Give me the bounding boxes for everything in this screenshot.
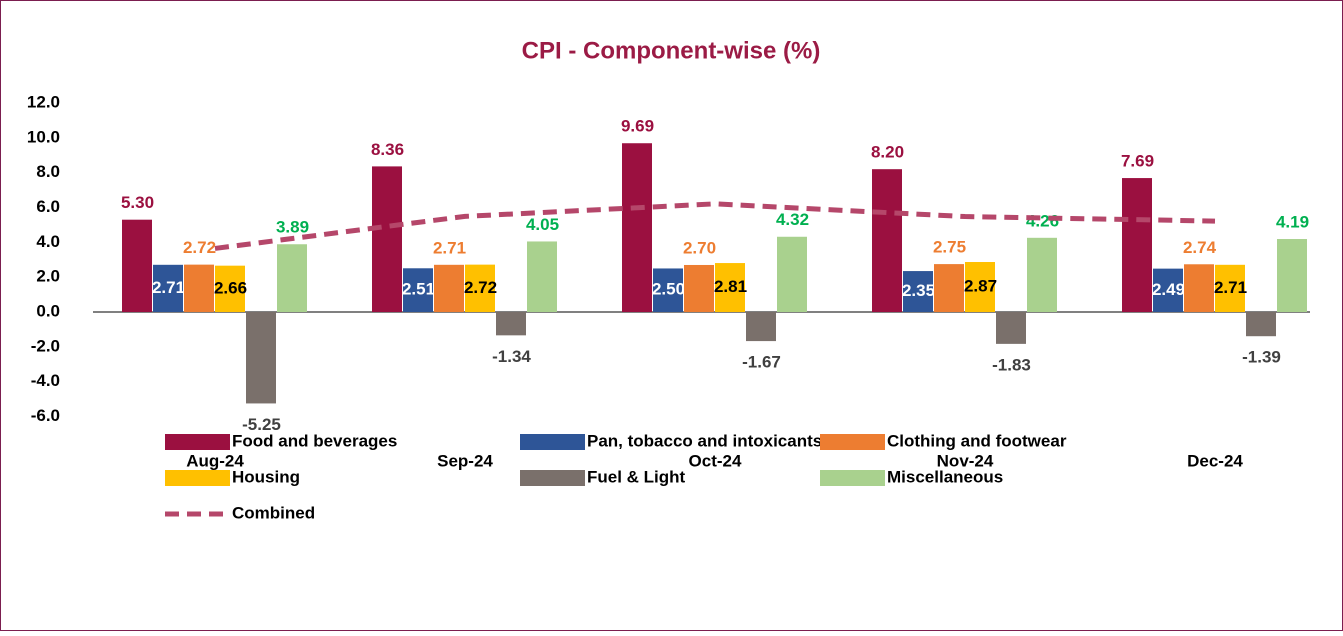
bar <box>684 264 714 312</box>
bar <box>1153 268 1183 312</box>
data-label: 7.69 <box>1121 152 1154 171</box>
data-label: 2.74 <box>1183 238 1217 257</box>
data-label: 2.81 <box>714 277 747 296</box>
bar <box>277 244 307 312</box>
bar <box>246 312 276 404</box>
data-label: -1.39 <box>1242 348 1281 367</box>
legend-label: Pan, tobacco and intoxicants <box>587 431 822 450</box>
bar <box>434 264 464 312</box>
y-tick-label: 8.0 <box>36 162 60 181</box>
legend-label: Miscellaneous <box>887 467 1003 486</box>
legend-swatch <box>165 434 230 450</box>
data-label: 3.89 <box>276 218 309 237</box>
legend-swatch <box>820 434 885 450</box>
legend-swatch <box>165 470 230 486</box>
data-label: 8.36 <box>371 140 404 159</box>
y-tick-label: 2.0 <box>36 267 60 286</box>
data-label: -1.83 <box>992 355 1031 374</box>
y-tick-label: -6.0 <box>31 406 60 425</box>
data-label: 2.66 <box>214 278 247 297</box>
data-label: 9.69 <box>621 117 654 136</box>
bar <box>215 265 245 312</box>
data-label: 2.75 <box>933 238 966 257</box>
data-label: -1.34 <box>492 347 531 366</box>
data-label: 4.05 <box>526 215 559 234</box>
bar <box>777 236 807 312</box>
data-label: 2.72 <box>464 278 497 297</box>
bar <box>527 241 557 312</box>
bar <box>1027 237 1057 312</box>
bar <box>715 263 745 312</box>
bar <box>372 166 402 312</box>
bar <box>1277 239 1307 312</box>
data-label: 4.19 <box>1276 213 1309 232</box>
legend-swatch <box>820 470 885 486</box>
data-label: -1.67 <box>742 353 781 372</box>
y-tick-label: 4.0 <box>36 232 60 251</box>
bar <box>746 312 776 342</box>
data-label: 4.32 <box>776 210 809 229</box>
legend-swatch <box>520 470 585 486</box>
bar <box>465 264 495 312</box>
x-tick-label: Sep-24 <box>437 451 493 470</box>
bar <box>153 264 183 312</box>
bar <box>622 143 652 312</box>
bar <box>872 169 902 312</box>
y-tick-label: 0.0 <box>36 301 60 320</box>
data-label: 4.26 <box>1026 211 1059 230</box>
bar <box>965 262 995 312</box>
bar <box>1215 264 1245 312</box>
data-label: 2.87 <box>964 276 997 295</box>
data-label: 2.71 <box>1214 278 1247 297</box>
bar <box>903 271 933 312</box>
x-tick-label: Nov-24 <box>937 451 994 470</box>
legend-label: Food and beverages <box>232 431 397 450</box>
bar <box>1122 178 1152 312</box>
x-tick-label: Aug-24 <box>186 451 244 470</box>
y-tick-label: 10.0 <box>27 127 60 146</box>
x-tick-label: Oct-24 <box>689 451 742 470</box>
legend-label: Combined <box>232 503 315 522</box>
data-label: 2.71 <box>152 278 185 297</box>
bar <box>496 312 526 336</box>
bar <box>1184 264 1214 312</box>
chart-title: CPI - Component-wise (%) <box>522 37 821 64</box>
data-label: 2.51 <box>402 280 435 299</box>
data-label: 2.70 <box>683 238 716 257</box>
line <box>214 201 1216 251</box>
y-tick-label: -4.0 <box>31 371 60 390</box>
data-label: 2.50 <box>652 280 685 299</box>
data-label: 2.49 <box>1152 280 1185 299</box>
data-label: 2.72 <box>183 238 216 257</box>
x-tick-label: Dec-24 <box>1187 451 1243 470</box>
bar <box>184 264 214 312</box>
bar <box>996 312 1026 344</box>
bar <box>934 264 964 312</box>
data-label: 2.35 <box>902 281 935 300</box>
legend-label: Fuel & Light <box>587 467 686 486</box>
y-tick-label: -2.0 <box>31 336 60 355</box>
bar <box>403 268 433 312</box>
data-label: 8.20 <box>871 143 904 162</box>
data-label: 5.30 <box>121 193 154 212</box>
data-label: 2.71 <box>433 238 466 257</box>
legend-label: Clothing and footwear <box>887 431 1067 450</box>
bar <box>122 219 152 312</box>
legend-swatch <box>520 434 585 450</box>
y-tick-label: 12.0 <box>27 92 60 111</box>
bar <box>653 268 683 312</box>
data-label: -5.25 <box>242 415 281 434</box>
bar <box>1246 312 1276 337</box>
legend-label: Housing <box>232 467 300 486</box>
y-tick-label: 6.0 <box>36 197 60 216</box>
